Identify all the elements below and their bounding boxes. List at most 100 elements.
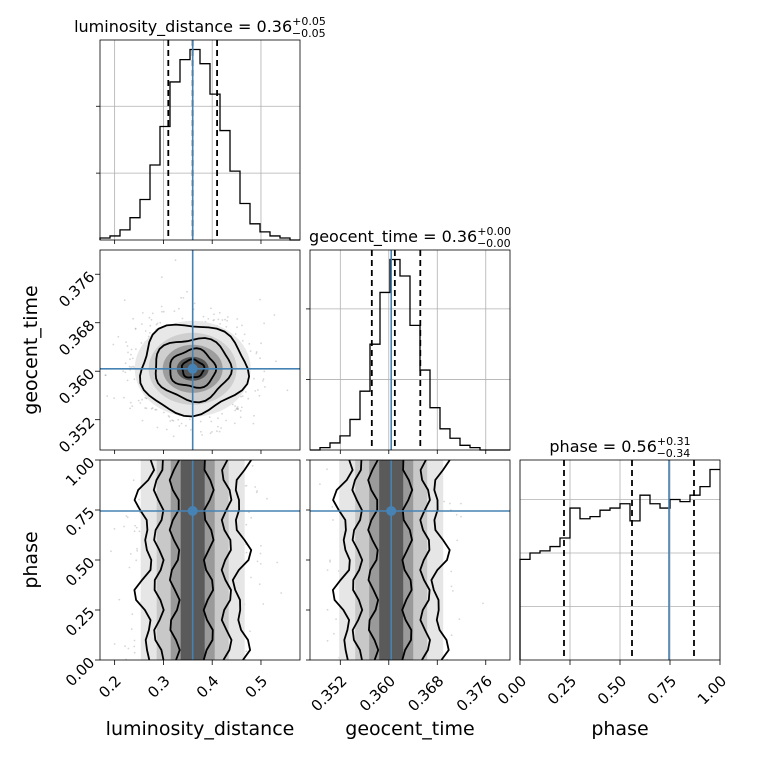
hist-steps-phase: [519, 468, 720, 660]
contour-2-0: [367, 460, 380, 660]
sample-point: [239, 416, 242, 419]
sample-point: [135, 526, 138, 529]
sample-point: [141, 419, 144, 422]
x-tick-label-phase: 0.75: [644, 672, 680, 708]
sample-point: [221, 319, 224, 321]
contour-0-0: [133, 460, 156, 660]
sample-point: [258, 583, 261, 586]
panel-phase-vs-geocent_time: [309, 459, 511, 661]
sample-point: [259, 563, 262, 565]
y-axis-label-geocent_time: geocent_time: [20, 285, 42, 414]
sample-point: [144, 407, 147, 409]
sample-point: [139, 402, 142, 404]
sample-point: [333, 632, 335, 635]
sample-point: [134, 327, 137, 330]
sample-point: [165, 428, 168, 431]
sample-point: [263, 370, 266, 373]
sample-point: [227, 316, 229, 318]
sample-point: [237, 407, 239, 410]
y-axis-label-phase: phase: [20, 531, 42, 588]
sample-point: [131, 357, 134, 360]
sample-point: [127, 647, 130, 650]
sample-point: [199, 420, 202, 423]
sample-point: [234, 405, 237, 407]
sample-point: [243, 333, 246, 336]
sample-point: [130, 366, 133, 368]
sample-point: [140, 342, 143, 344]
sample-point: [141, 323, 143, 325]
sample-point: [190, 428, 192, 431]
corner-panels: luminosity_distance = 0.36+0.05 −0.05 geoc…: [20, 15, 730, 740]
sample-point: [273, 314, 276, 316]
sample-point: [113, 528, 116, 530]
sample-point: [236, 318, 239, 320]
sample-point: [106, 395, 109, 397]
sample-point: [149, 331, 151, 334]
sample-point: [172, 419, 175, 422]
sample-point: [87, 399, 89, 401]
sample-point: [219, 323, 222, 325]
sample-point: [259, 298, 261, 301]
sample-point: [161, 310, 163, 313]
sample-point: [177, 418, 180, 421]
sample-point: [133, 530, 136, 533]
sample-point: [174, 259, 177, 262]
contour-0-1: [231, 460, 253, 660]
hist-grid-phase: [519, 460, 721, 660]
sample-point: [130, 628, 133, 630]
sample-point: [147, 335, 150, 338]
sample-point: [155, 408, 158, 411]
hist-steps-geocent_time: [310, 258, 510, 451]
sample-point: [128, 365, 131, 368]
sample-point: [332, 519, 334, 521]
y-tick-label-phase: 0.00: [62, 654, 98, 690]
sample-point: [256, 560, 259, 563]
sample-point: [126, 379, 129, 382]
hist-panel-phase: phase = 0.56+0.31 −0.34: [519, 435, 721, 661]
sample-point: [245, 650, 248, 653]
sample-point: [258, 394, 261, 397]
sample-point: [148, 316, 151, 319]
sample-point: [163, 411, 165, 414]
sample-point: [329, 560, 331, 563]
sample-point: [124, 371, 127, 374]
sample-point: [262, 603, 265, 605]
sample-point: [160, 305, 163, 308]
panel-title-luminosity_distance: luminosity_distance = 0.36+0.05 −0.05: [74, 15, 326, 40]
sample-point: [329, 559, 331, 562]
sample-point: [257, 389, 259, 391]
sample-point: [144, 330, 147, 332]
sample-point: [449, 502, 451, 505]
sample-point: [235, 407, 238, 410]
sample-point: [185, 424, 187, 427]
sample-point: [113, 643, 116, 645]
y-tick-label-phase: 1.00: [62, 454, 98, 490]
sample-point: [129, 401, 132, 404]
contour-0-1: [430, 460, 451, 660]
sample-point: [180, 422, 183, 425]
sample-point: [253, 414, 255, 417]
sample-point: [221, 412, 224, 415]
x-tick-label-phase: 0.00: [494, 672, 530, 708]
panel-content: [110, 460, 283, 660]
sample-point: [151, 407, 154, 409]
hist-panel-luminosity_distance: luminosity_distance = 0.36+0.05 −0.05: [74, 15, 326, 241]
panel-frame: [99, 249, 301, 451]
sample-point: [247, 397, 250, 400]
sample-point: [182, 297, 185, 299]
sample-point: [237, 408, 239, 411]
panel-title-phase: phase = 0.56+0.31 −0.34: [549, 435, 690, 460]
sample-point: [141, 312, 144, 314]
sample-point: [245, 523, 248, 526]
sample-point: [162, 310, 165, 313]
sample-point: [241, 324, 243, 327]
sample-point: [123, 525, 125, 528]
sample-point: [263, 322, 265, 325]
panel-content: [319, 460, 484, 660]
sample-point: [172, 435, 175, 438]
panel-content: [87, 259, 289, 438]
sample-point: [135, 348, 137, 350]
sample-point: [217, 425, 219, 428]
sample-point: [249, 350, 252, 352]
sample-point: [180, 296, 183, 299]
